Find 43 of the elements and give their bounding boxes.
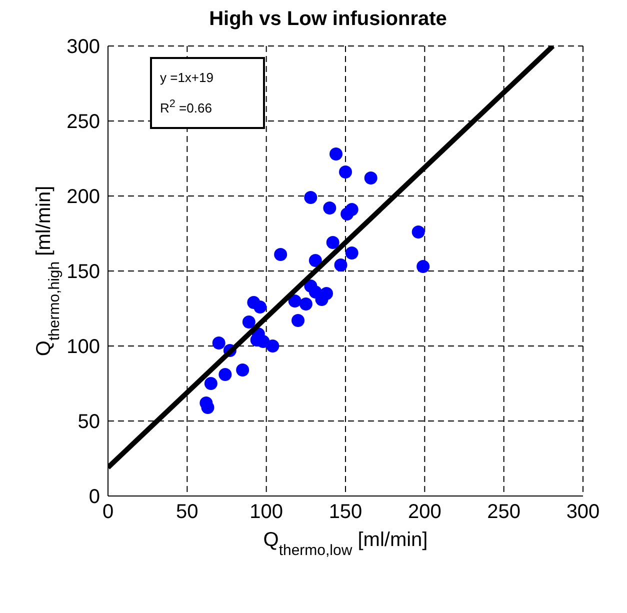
point [412,226,425,238]
point [274,248,288,261]
y-tick-label: 100 [66,336,100,358]
point [242,316,256,328]
x-tick-label: 250 [487,501,521,524]
y-tick-label: 150 [66,261,100,284]
x-tick-label: 100 [250,501,284,524]
point [201,401,214,414]
x-tick-label: 150 [328,501,362,524]
point [266,340,280,352]
x-tick-label: 0 [102,501,114,524]
point [364,172,378,184]
point [334,258,348,272]
point [326,236,340,249]
annotation: R$^{2}$ =0.66 [160,97,213,118]
point [416,260,430,273]
point [204,377,218,390]
annotation: y =1x+19 [160,69,214,87]
point [345,246,358,260]
x-axis-title: Q$_{thermo,low}$ [ml/min] [263,529,428,558]
point [323,202,336,214]
point [330,148,342,160]
point [339,166,352,178]
y-tick-label: 250 [66,111,100,134]
x-tick-label: 300 [566,501,600,524]
point [218,368,232,381]
y-tick-label: 200 [66,186,100,208]
x-tick-label: 200 [408,501,442,524]
point [212,336,226,350]
point [236,364,250,376]
y-tick-label: 300 [66,36,100,58]
chart-title: High vs Low infusionrate [208,8,448,32]
point [320,287,333,300]
point [345,203,358,216]
point [292,314,304,327]
y-tick-label: 50 [78,411,100,434]
y-tick-label: 0 [88,486,100,508]
point [254,300,266,314]
x-tick-label: 50 [176,501,198,524]
point [299,298,312,310]
point [308,254,322,267]
equation-box: y =1x+19 R$^{2}$ =0.66 [150,57,265,130]
point [304,191,318,204]
